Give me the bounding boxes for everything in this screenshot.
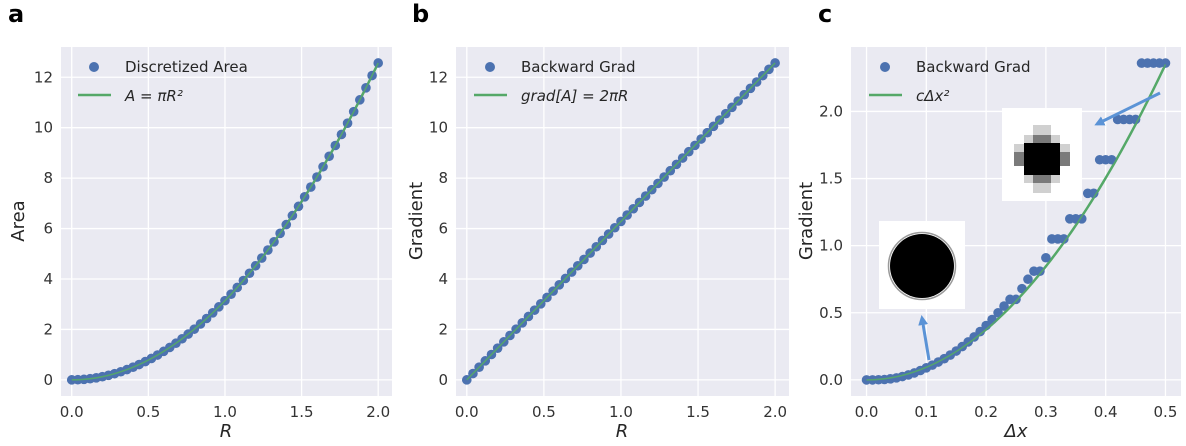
y-tick-label-b: 6 [438,220,448,238]
y-tick-label-a: 12 [34,68,53,86]
ticks-c: 0.0 0.1 0.2 0.3 0.4 0.5 0.0 0.5 1.0 1.5 2.0 [819,102,1177,421]
x-tick-label-a: 2.0 [366,403,390,421]
arrow-to-large-inset [918,315,931,361]
plot-area-a [61,47,392,396]
x-tick-label-b: 0.0 [455,403,479,421]
disc-small-inset [1002,108,1082,201]
x-axis-label-c: Δx [1003,421,1028,442]
x-tick-label-a: 1.0 [213,403,237,421]
disc-large-edge [887,231,957,301]
data-point-c [1035,266,1045,276]
series-c [861,58,1171,385]
legend-label-line-b: grad[A] = 2πR [521,87,628,105]
legend-marker-points-b [485,62,495,72]
panel-b: b 0.0 0.5 1.0 1.5 2.0 0 2 4 6 8 10 12 R Gradient Ba… [406,0,789,442]
legend-c: Backward Grad cΔx² [869,58,1031,105]
series-b [461,58,780,385]
y-tick-label-a: 0 [43,371,53,389]
x-axis-label-a: R [220,421,233,442]
y-tick-label-c: 2.0 [819,102,843,120]
x-tick-label-c: 0.0 [855,403,879,421]
x-tick-label-b: 2.0 [763,403,787,421]
y-tick-label-a: 6 [43,220,53,238]
legend-marker-points-a [89,62,99,72]
series-line-overlay-b [466,62,776,381]
y-tick-label-c: 1.5 [819,170,843,188]
y-tick-label-b: 4 [438,270,448,288]
y-tick-label-c: 1.0 [819,237,843,255]
x-tick-label-a: 0.0 [60,403,84,421]
series-line-overlay-c [866,64,1167,381]
x-tick-label-b: 1.0 [609,403,633,421]
panel-c: c 0.0 0.1 0.2 0.3 0.4 0.5 0.0 0.5 1.0 1.5 2.0 Δx G… [796,0,1181,442]
data-point-c [1059,234,1069,244]
data-point-c [1023,274,1033,285]
legend-label-line-a: A = πR² [124,87,183,105]
data-point-c [993,307,1003,318]
x-tick-label-c: 0.5 [1154,403,1178,421]
legend-a: Discretized Area A = πR² [78,58,248,105]
disc-large-inset [879,221,965,309]
legend-label-points-c: Backward Grad [916,58,1031,76]
data-point-c [999,301,1009,311]
grid-a [61,47,392,396]
panel-label-c: c [818,0,832,28]
data-point-a [373,58,384,68]
ticks-a: 0.0 0.5 1.0 1.5 2.0 0 2 4 6 8 10 12 [34,68,390,421]
legend-label-points-a: Discretized Area [125,58,248,76]
x-tick-label-b: 0.5 [532,403,556,421]
y-tick-label-c: 0.5 [819,304,843,322]
panel-a: a 0.0 0.5 1.0 1.5 2.0 0 2 4 6 8 10 12 R Area Discre… [8,0,392,442]
legend-label-points-b: Backward Grad [521,58,636,76]
arrow-to-small-inset [1094,91,1161,126]
x-axis-label-b: R [616,421,629,442]
disc-large-icon [890,234,954,298]
y-tick-label-b: 8 [438,169,448,187]
ticks-b: 0.0 0.5 1.0 1.5 2.0 0 2 4 6 8 10 12 [429,68,787,421]
y-tick-label-b: 0 [438,371,448,389]
y-tick-label-a: 10 [34,119,53,137]
panel-label-a: a [8,0,24,28]
panel-label-b: b [412,0,429,28]
x-tick-label-b: 1.5 [686,403,710,421]
y-tick-label-b: 2 [438,320,448,338]
x-tick-label-c: 0.2 [974,403,998,421]
y-tick-label-c: 0.0 [819,371,843,389]
y-tick-label-b: 12 [429,68,448,86]
data-point-c [1011,294,1021,305]
x-tick-label-a: 1.5 [290,403,314,421]
y-tick-label-a: 8 [43,169,53,187]
y-tick-label-a: 4 [43,270,53,288]
data-point-c [1041,252,1051,263]
disc-small-icon [1024,143,1060,175]
data-point-c [975,326,985,337]
data-point-c [1130,114,1141,125]
series-a [66,58,384,385]
x-tick-label-c: 0.4 [1094,403,1118,421]
x-tick-label-c: 0.3 [1034,403,1058,421]
grid-b [456,47,789,396]
legend-marker-points-c [880,62,890,72]
y-axis-label-b: Gradient [406,182,427,260]
data-point-c [1160,58,1171,68]
x-tick-label-a: 0.5 [136,403,160,421]
legend-label-line-c: cΔx² [916,87,949,105]
y-tick-label-a: 2 [43,320,53,338]
legend-b: Backward Grad grad[A] = 2πR [474,58,636,105]
y-axis-label-c: Gradient [796,182,817,260]
series-line-overlay-a [71,62,379,381]
y-tick-label-b: 10 [429,119,448,137]
y-axis-label-a: Area [8,200,29,241]
data-point-c [1088,188,1099,199]
x-tick-label-c: 0.1 [914,403,938,421]
